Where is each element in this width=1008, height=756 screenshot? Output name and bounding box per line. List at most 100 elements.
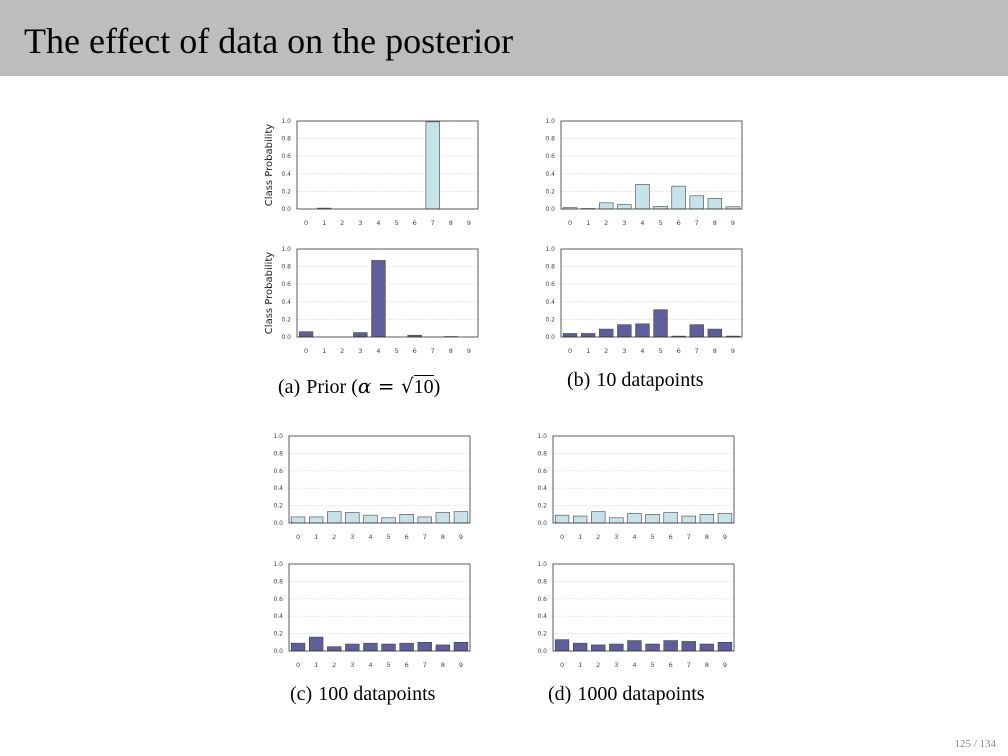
bar <box>689 195 704 210</box>
bar <box>627 513 642 524</box>
caption-b-text: 10 datapoints <box>596 369 704 391</box>
y-axis-label: Class Probability <box>264 252 275 334</box>
y-tick-label: 0.8 <box>273 578 283 585</box>
bar <box>645 643 660 652</box>
sqrt-symbol: √ <box>400 374 414 398</box>
x-tick-label: 9 <box>723 533 727 541</box>
y-tick-label: 1.0 <box>537 561 547 568</box>
y-tick-label: 1.0 <box>545 118 555 125</box>
x-tick-label: 1 <box>314 533 318 541</box>
y-tick-label: 0.2 <box>273 503 283 510</box>
y-tick-label: 0.6 <box>545 281 555 288</box>
x-tick-label: 9 <box>467 347 471 355</box>
bar <box>363 514 378 524</box>
x-tick-label: 9 <box>723 661 727 669</box>
bar <box>707 198 723 210</box>
y-tick-label: 1.0 <box>281 246 291 253</box>
bar <box>707 328 723 338</box>
y-tick-label: 0.2 <box>545 188 555 195</box>
bar <box>671 185 686 210</box>
bar <box>399 642 414 652</box>
caption-d-text: 1000 datapoints <box>577 683 705 705</box>
bar <box>345 643 360 652</box>
x-tick-label: 7 <box>687 533 691 541</box>
x-tick-label: 4 <box>368 533 372 541</box>
x-tick-label: 2 <box>596 533 600 541</box>
x-tick-label: 7 <box>431 219 435 227</box>
plot-frame <box>560 120 743 210</box>
x-tick-label: 6 <box>413 347 417 355</box>
x-tick-label: 6 <box>405 533 409 541</box>
bar <box>353 332 368 338</box>
x-tick-label: 5 <box>650 533 654 541</box>
chart-c-bottom: 0.0 0.2 0.4 0.6 0.8 1.0 0 1 2 3 4 5 6 7 8 9 <box>273 561 471 669</box>
y-tick-label: 0.6 <box>273 596 283 603</box>
y-tick-label: 0.2 <box>281 188 291 195</box>
x-tick-label: 9 <box>459 661 463 669</box>
y-axis-label: Class Probability <box>264 124 275 206</box>
x-tick-label: 6 <box>669 533 673 541</box>
y-tick-label: 0.0 <box>537 648 547 655</box>
bar <box>699 643 715 652</box>
bar <box>308 636 324 652</box>
x-tick-label: 7 <box>695 347 699 355</box>
y-tick-label: 0.0 <box>545 334 555 341</box>
slide-title: The effect of data on the posterior <box>24 21 514 61</box>
x-tick-label: 8 <box>713 219 717 227</box>
bar <box>681 515 696 524</box>
x-tick-label: 3 <box>358 219 362 227</box>
x-tick-label: 0 <box>568 219 572 227</box>
bar <box>290 516 306 524</box>
plot-frame <box>288 563 471 652</box>
y-tick-label: 0.4 <box>545 171 555 178</box>
bar <box>371 260 386 338</box>
chart-b-top: 0.0 0.2 0.4 0.6 0.8 1.0 0 1 2 3 4 5 6 7 8 9 <box>545 118 743 227</box>
y-tick-label: 0.0 <box>281 206 291 213</box>
x-tick-label: 0 <box>296 661 300 669</box>
bar <box>635 184 650 210</box>
chart-c-top: 0.0 0.2 0.4 0.6 0.8 1.0 0 1 2 3 4 5 6 7 8 9 <box>273 433 471 541</box>
x-tick-label: 4 <box>368 661 372 669</box>
y-tick-label: 0.6 <box>545 153 555 160</box>
x-tick-label: 1 <box>578 661 582 669</box>
y-tick-label: 0.2 <box>273 631 283 638</box>
x-tick-label: 6 <box>677 347 681 355</box>
bar <box>591 511 606 524</box>
caption-c-tag: (c) <box>290 683 313 705</box>
y-tick-label: 0.8 <box>537 450 547 457</box>
page-total: 134 <box>979 738 997 750</box>
plot-frame <box>552 435 735 524</box>
y-tick-label: 0.8 <box>545 264 555 271</box>
y-tick-label: 0.2 <box>281 316 291 323</box>
bar <box>599 202 614 210</box>
plot-frame <box>552 563 735 652</box>
bar <box>717 513 733 524</box>
y-tick-label: 0.0 <box>273 648 283 655</box>
x-tick-label: 2 <box>332 661 336 669</box>
x-tick-label: 3 <box>614 533 618 541</box>
bar <box>681 641 696 652</box>
x-tick-label: 0 <box>304 347 308 355</box>
bar <box>653 309 668 338</box>
x-tick-label: 2 <box>340 347 344 355</box>
y-tick-label: 0.0 <box>281 334 291 341</box>
y-tick-label: 0.4 <box>281 171 291 178</box>
x-tick-label: 4 <box>640 347 644 355</box>
x-tick-label: 0 <box>568 347 572 355</box>
x-tick-label: 7 <box>431 347 435 355</box>
y-tick-label: 0.8 <box>273 450 283 457</box>
page-current: 125 <box>954 738 971 750</box>
x-tick-label: 9 <box>731 347 735 355</box>
bar <box>381 643 396 652</box>
x-tick-label: 5 <box>394 347 398 355</box>
slide-header: The effect of data on the posterior <box>0 0 1008 76</box>
y-tick-label: 0.4 <box>537 485 547 492</box>
x-tick-label: 1 <box>586 219 590 227</box>
bar <box>327 646 342 652</box>
bar <box>609 643 624 652</box>
x-tick-label: 5 <box>650 661 654 669</box>
x-tick-label: 8 <box>449 347 453 355</box>
bar <box>290 642 306 652</box>
x-tick-label: 1 <box>314 661 318 669</box>
bar <box>572 642 588 652</box>
